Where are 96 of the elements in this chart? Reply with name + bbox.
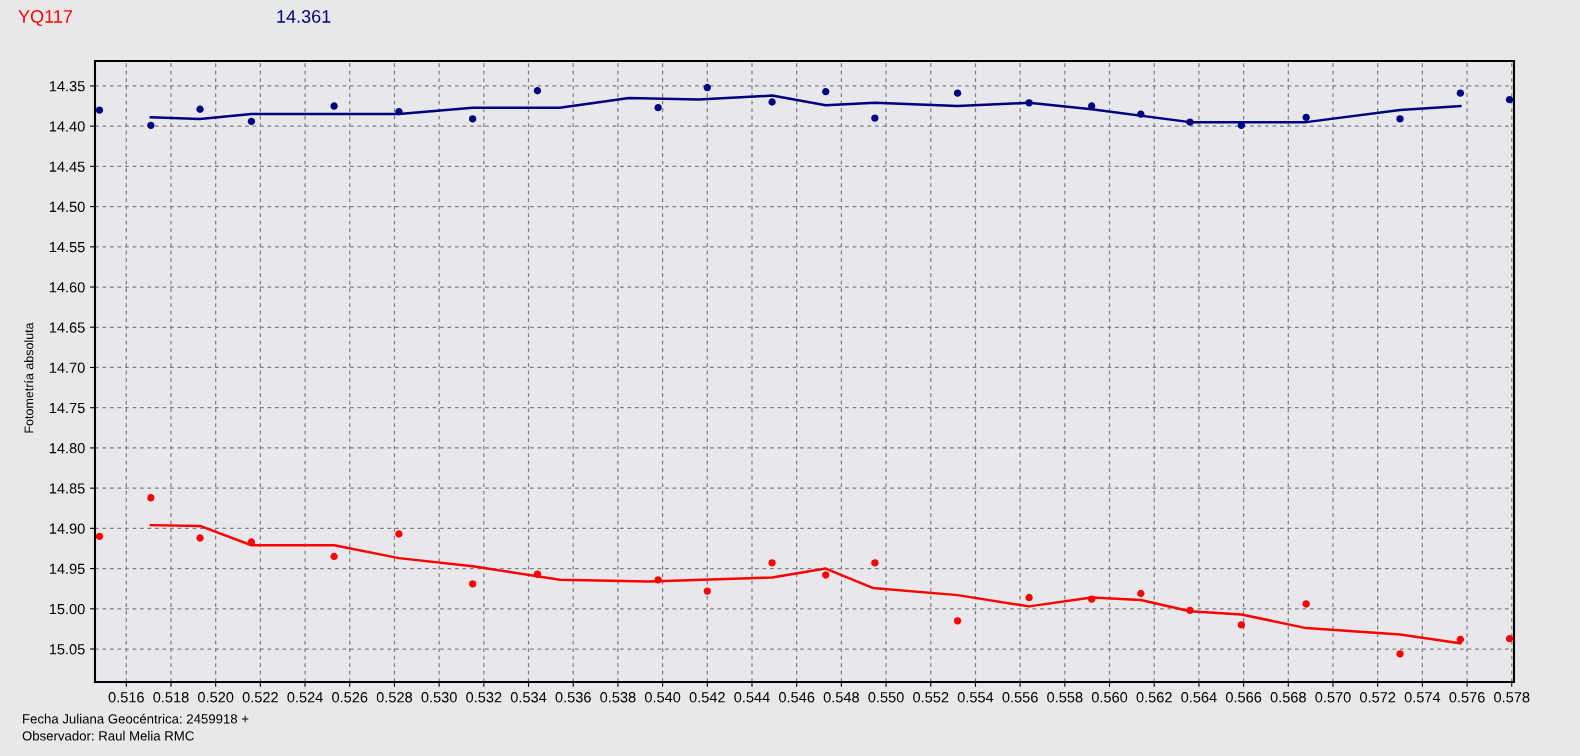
x-tick-label: 0.526	[332, 692, 368, 703]
x-tick-label: 0.558	[1047, 692, 1083, 703]
x-tick-label: 0.520	[198, 692, 234, 703]
point	[330, 552, 338, 561]
text: Fecha Juliana Geocéntrica: 2459918 +	[23, 713, 249, 724]
y-tick-label: 14.75	[49, 402, 85, 414]
x-tick-label: 0.568	[1270, 692, 1306, 703]
point	[196, 105, 204, 113]
point	[533, 570, 542, 578]
x-tick-label: 0.570	[1315, 692, 1351, 703]
point	[95, 532, 104, 541]
point	[330, 102, 338, 110]
x-tick-label: 0.548	[823, 692, 859, 703]
x-tick-label: 0.538	[600, 692, 636, 703]
point	[822, 571, 830, 579]
x-tick-label: 0.564	[1181, 692, 1217, 703]
point	[247, 117, 256, 125]
x-tick-label: 0.542	[689, 692, 725, 703]
y-tick-label: 14.40	[49, 121, 85, 132]
x-tick-label: 0.550	[868, 692, 904, 703]
point	[1025, 593, 1033, 602]
y-tick-label: 14.65	[49, 322, 85, 333]
y-tick-label: 14.60	[49, 282, 85, 293]
point	[1137, 589, 1145, 598]
x-tick-label: 0.536	[555, 692, 591, 703]
point	[468, 115, 477, 123]
point	[871, 114, 879, 122]
x-tick-label: 0.522	[242, 692, 278, 703]
point	[533, 87, 542, 95]
point	[1396, 115, 1404, 123]
point	[196, 534, 204, 542]
point	[703, 83, 711, 92]
point	[395, 530, 403, 538]
y-tick-label: 14.55	[49, 242, 85, 253]
point	[147, 121, 155, 130]
x-tick-label: 0.552	[913, 692, 949, 703]
x-tick-label: 0.566	[1225, 692, 1262, 703]
x-tick-label: 0.524	[287, 692, 323, 703]
x-tick-label: 0.554	[957, 692, 994, 703]
x-tick-label: 0.518	[153, 692, 189, 703]
point	[1025, 99, 1033, 107]
chart-title: YQ117	[18, 10, 72, 27]
point	[1237, 621, 1246, 629]
point	[1396, 650, 1404, 658]
point	[1456, 635, 1465, 644]
x-tick-label: 0.556	[1002, 692, 1038, 703]
point	[1505, 95, 1514, 104]
x-tick-label: 0.578	[1494, 692, 1530, 703]
x-tick-label: 0.528	[376, 692, 413, 703]
point	[703, 587, 711, 595]
point	[1186, 606, 1194, 615]
y-tick-label: 14.90	[49, 523, 85, 534]
x-tick-label: 0.574	[1404, 692, 1441, 703]
y-tick-label: 14.50	[49, 201, 85, 213]
point	[1087, 102, 1096, 110]
x-tick-label: 0.540	[644, 692, 681, 703]
point	[822, 87, 830, 96]
x-tick-label: 0.562	[1136, 692, 1172, 703]
y-tick-label: 14.85	[49, 483, 85, 494]
x-tick-label: 0.530	[421, 692, 457, 703]
point	[1087, 595, 1096, 603]
y-tick-label: 14.45	[49, 161, 85, 172]
point	[1456, 89, 1465, 97]
x-tick-label: 0.576	[1449, 692, 1485, 703]
point	[147, 494, 155, 502]
x-tick-label: 0.572	[1360, 692, 1396, 703]
point	[871, 559, 879, 567]
chart-subtitle: 14.361	[277, 10, 331, 23]
point	[768, 98, 776, 106]
text: Observador: Raul Melia RMC	[22, 730, 194, 741]
point	[654, 103, 662, 112]
x-tick-label: 0.532	[466, 692, 502, 703]
x-tick-label: 0.534	[510, 692, 547, 703]
y-tick-label: 14.95	[49, 563, 85, 575]
point	[1302, 113, 1310, 121]
x-tick-label: 0.544	[734, 692, 770, 703]
y-tick-label: 15.00	[49, 603, 85, 615]
y-tick-label: 14.70	[49, 362, 85, 373]
y-axis-title: Fotometría absoluta	[24, 322, 34, 433]
y-tick-label: 14.35	[49, 81, 85, 92]
x-tick-label: 0.516	[108, 692, 144, 703]
point	[95, 106, 104, 114]
y-tick-label: 15.05	[49, 644, 85, 655]
x-tick-label: 0.560	[1091, 692, 1128, 703]
point	[1137, 110, 1145, 118]
point	[768, 559, 776, 567]
y-tick-label: 14.80	[49, 443, 85, 454]
point	[1186, 118, 1194, 126]
point	[953, 617, 962, 625]
point	[1505, 634, 1514, 643]
point	[654, 576, 662, 584]
point	[395, 108, 403, 116]
point	[1302, 600, 1310, 608]
x-tick-label: 0.546	[779, 692, 815, 703]
point	[953, 89, 962, 97]
point	[468, 580, 477, 588]
